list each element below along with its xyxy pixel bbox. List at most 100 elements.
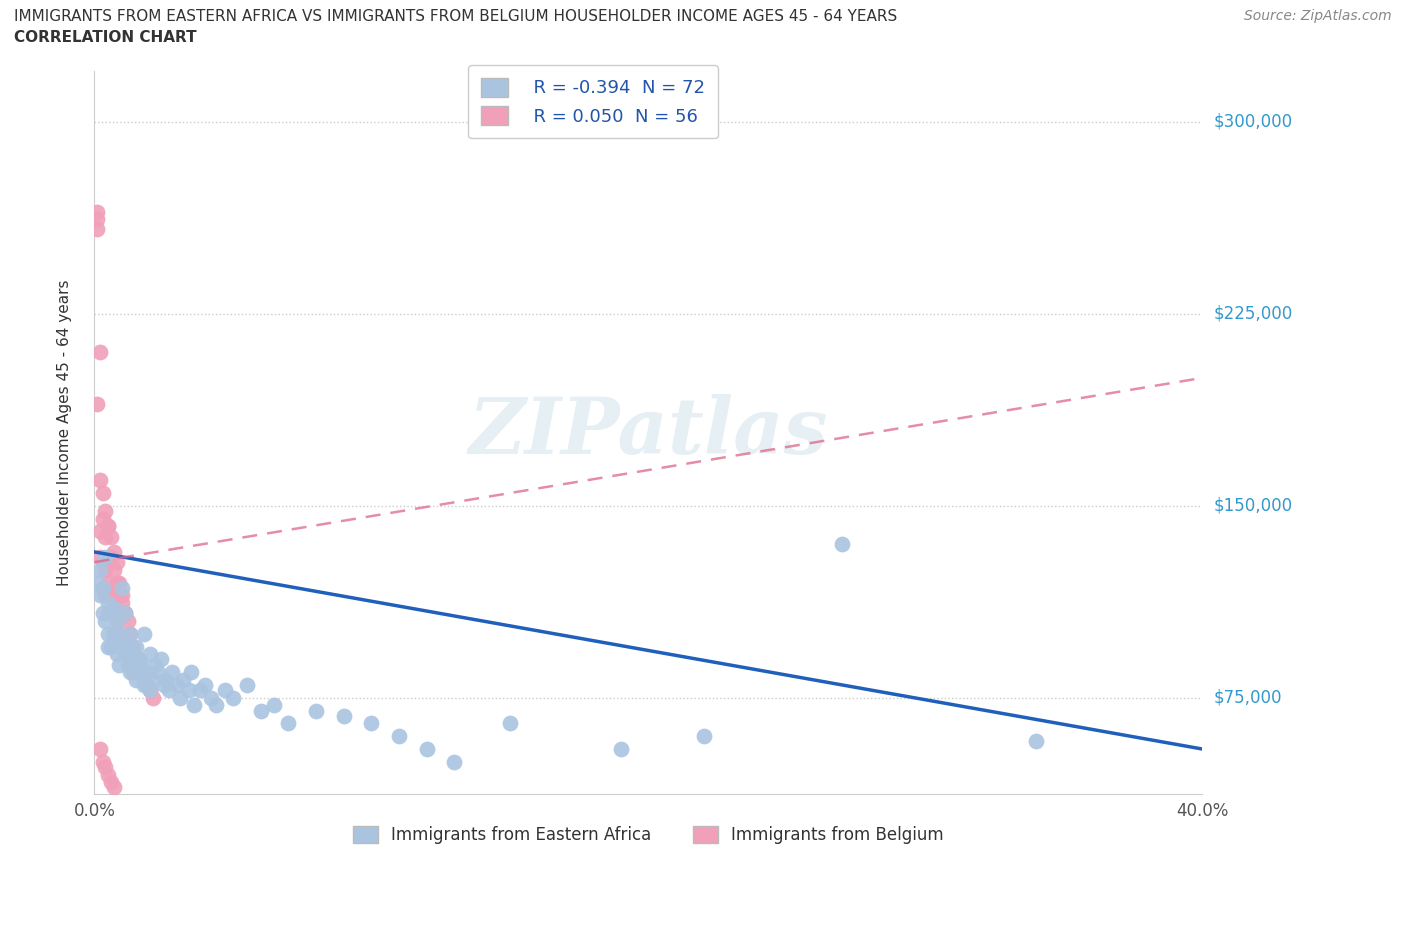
- Point: [103, 601, 125, 616]
- Point: [169, 690, 191, 705]
- Point: [139, 683, 162, 698]
- Point: [499, 716, 522, 731]
- Point: [114, 647, 136, 662]
- Point: [114, 606, 136, 621]
- Point: [103, 563, 125, 578]
- Point: [108, 627, 131, 642]
- Point: [128, 658, 150, 672]
- Point: [86, 576, 108, 591]
- Point: [111, 596, 134, 611]
- Point: [114, 647, 136, 662]
- Point: [97, 596, 120, 611]
- Point: [97, 519, 120, 534]
- Point: [122, 639, 145, 654]
- Point: [97, 576, 120, 591]
- Point: [142, 690, 165, 705]
- Point: [111, 588, 134, 603]
- Point: [108, 576, 131, 591]
- Point: [91, 485, 114, 500]
- Point: [194, 678, 217, 693]
- Point: [200, 690, 222, 705]
- Point: [388, 729, 411, 744]
- Text: IMMIGRANTS FROM EASTERN AFRICA VS IMMIGRANTS FROM BELGIUM HOUSEHOLDER INCOME AGE: IMMIGRANTS FROM EASTERN AFRICA VS IMMIGR…: [14, 9, 897, 24]
- Point: [94, 563, 117, 578]
- Point: [94, 614, 117, 629]
- Point: [111, 639, 134, 654]
- Point: [100, 529, 122, 544]
- Point: [105, 576, 128, 591]
- Point: [332, 709, 354, 724]
- Point: [94, 550, 117, 565]
- Point: [94, 760, 117, 775]
- Point: [235, 678, 257, 693]
- Point: [117, 639, 139, 654]
- Point: [108, 627, 131, 642]
- Point: [146, 665, 169, 680]
- Point: [157, 683, 180, 698]
- Point: [91, 554, 114, 569]
- Point: [103, 627, 125, 642]
- Point: [416, 741, 439, 756]
- Point: [108, 658, 131, 672]
- Point: [91, 606, 114, 621]
- Point: [143, 658, 166, 672]
- Text: $300,000: $300,000: [1213, 113, 1292, 131]
- Point: [305, 703, 328, 718]
- Point: [117, 658, 139, 672]
- Point: [120, 627, 142, 642]
- Point: [188, 683, 211, 698]
- Point: [134, 627, 156, 642]
- Point: [94, 588, 117, 603]
- Point: [91, 754, 114, 769]
- Point: [117, 614, 139, 629]
- Point: [94, 503, 117, 518]
- Point: [86, 204, 108, 219]
- Point: [360, 716, 382, 731]
- Point: [609, 741, 631, 756]
- Point: [120, 658, 142, 672]
- Point: [139, 647, 162, 662]
- Point: [111, 639, 134, 654]
- Point: [100, 588, 122, 603]
- Point: [160, 665, 183, 680]
- Point: [831, 537, 853, 551]
- Point: [111, 580, 134, 595]
- Point: [249, 703, 271, 718]
- Point: [149, 652, 172, 667]
- Point: [692, 729, 714, 744]
- Point: [177, 683, 200, 698]
- Point: [139, 683, 162, 698]
- Point: [105, 614, 128, 629]
- Legend: Immigrants from Eastern Africa, Immigrants from Belgium: Immigrants from Eastern Africa, Immigran…: [346, 819, 950, 851]
- Point: [100, 606, 122, 621]
- Point: [155, 672, 177, 687]
- Point: [89, 524, 111, 538]
- Point: [97, 606, 120, 621]
- Point: [105, 614, 128, 629]
- Point: [97, 639, 120, 654]
- Point: [122, 647, 145, 662]
- Point: [122, 665, 145, 680]
- Point: [125, 672, 148, 687]
- Point: [91, 580, 114, 595]
- Point: [136, 665, 159, 680]
- Point: [105, 554, 128, 569]
- Point: [120, 627, 142, 642]
- Point: [89, 563, 111, 578]
- Point: [131, 665, 153, 680]
- Point: [136, 678, 159, 693]
- Point: [100, 550, 122, 565]
- Point: [222, 690, 245, 705]
- Point: [180, 665, 202, 680]
- Point: [128, 665, 150, 680]
- Point: [263, 698, 285, 713]
- Point: [97, 767, 120, 782]
- Point: [443, 754, 465, 769]
- Point: [166, 678, 188, 693]
- Point: [142, 672, 165, 687]
- Point: [89, 741, 111, 756]
- Point: [1025, 734, 1047, 749]
- Point: [105, 647, 128, 662]
- Point: [120, 665, 142, 680]
- Point: [97, 627, 120, 642]
